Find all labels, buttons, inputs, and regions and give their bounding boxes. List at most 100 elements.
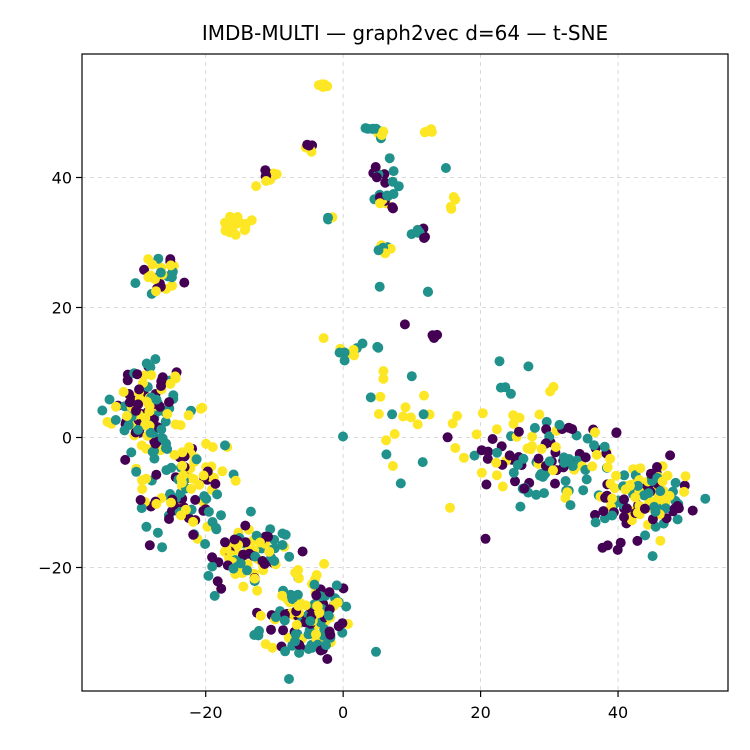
data-point: [279, 615, 290, 626]
x-tick-label: 20: [470, 703, 490, 722]
data-point: [632, 535, 643, 546]
data-point: [184, 442, 195, 453]
data-point: [309, 579, 320, 590]
data-point: [450, 443, 461, 453]
data-point: [150, 354, 161, 365]
data-point: [399, 319, 410, 330]
y-axis: −20 0 20 40: [38, 169, 82, 578]
y-tick-label: 0: [62, 429, 72, 448]
data-point: [341, 601, 352, 612]
data-point: [270, 612, 281, 623]
data-point: [554, 419, 565, 430]
data-point: [395, 478, 406, 489]
data-point: [305, 616, 316, 627]
data-point: [578, 485, 589, 496]
data-point: [375, 391, 386, 402]
data-point: [562, 487, 573, 498]
data-point: [567, 461, 578, 472]
data-point: [495, 382, 506, 393]
data-point: [518, 453, 529, 464]
data-point: [150, 274, 160, 285]
data-point: [539, 488, 549, 499]
data-point: [140, 413, 151, 423]
data-point: [339, 347, 350, 358]
data-point: [141, 396, 152, 407]
data-point: [124, 397, 135, 408]
data-point: [378, 373, 389, 384]
data-point: [160, 443, 171, 454]
data-point: [267, 642, 278, 653]
data-point: [580, 452, 591, 463]
data-point: [166, 497, 176, 508]
data-point: [650, 521, 661, 532]
data-point: [672, 501, 683, 511]
data-point: [180, 504, 191, 515]
data-point: [381, 449, 392, 460]
data-point: [650, 506, 661, 517]
data-point: [633, 480, 643, 491]
x-tick-label: 0: [338, 703, 348, 722]
data-point: [151, 394, 162, 405]
data-point: [118, 386, 129, 397]
data-point: [419, 233, 430, 243]
data-point: [482, 453, 493, 464]
data-point: [519, 483, 530, 494]
data-point: [630, 492, 641, 503]
data-point: [220, 537, 230, 548]
data-point: [110, 415, 121, 425]
data-point: [136, 503, 147, 514]
data-point: [422, 286, 433, 297]
data-point: [590, 517, 601, 528]
data-point: [149, 453, 160, 464]
data-point: [548, 465, 558, 476]
data-point: [380, 177, 391, 188]
data-point: [387, 202, 398, 213]
data-point: [527, 431, 538, 442]
data-point: [450, 194, 461, 205]
data-point: [469, 450, 480, 461]
data-point: [166, 272, 177, 283]
data-point: [137, 475, 147, 486]
data-point: [323, 212, 333, 223]
data-point: [194, 479, 205, 490]
data-point: [290, 629, 301, 640]
data-point: [621, 503, 632, 514]
data-point: [384, 153, 395, 164]
data-point: [548, 381, 559, 392]
data-point: [264, 546, 275, 557]
data-point: [177, 460, 188, 471]
data-point: [362, 123, 373, 134]
data-point: [321, 640, 331, 651]
data-point: [565, 500, 576, 511]
data-point: [419, 390, 429, 401]
data-point: [238, 581, 249, 592]
data-point: [504, 450, 515, 461]
data-point: [318, 333, 329, 344]
data-point: [331, 580, 342, 591]
data-point: [514, 412, 525, 423]
data-point: [164, 514, 174, 524]
data-point: [388, 166, 399, 177]
data-point: [599, 441, 610, 452]
data-point: [639, 490, 650, 501]
data-point: [602, 462, 613, 473]
data-point: [209, 590, 220, 601]
data-point: [619, 512, 629, 522]
data-point: [252, 585, 263, 596]
data-point: [560, 476, 571, 486]
data-point: [242, 565, 252, 576]
data-point: [523, 361, 534, 372]
data-point: [141, 521, 152, 532]
data-point: [589, 440, 599, 451]
data-point: [587, 461, 598, 472]
data-point: [491, 470, 502, 481]
data-point: [207, 561, 218, 572]
data-point: [372, 341, 383, 352]
y-tick-label: −20: [38, 559, 72, 578]
data-point: [529, 422, 540, 433]
data-point: [150, 438, 161, 449]
data-point: [387, 461, 398, 471]
data-point: [203, 570, 214, 581]
data-point: [120, 454, 131, 465]
data-point: [471, 429, 482, 440]
